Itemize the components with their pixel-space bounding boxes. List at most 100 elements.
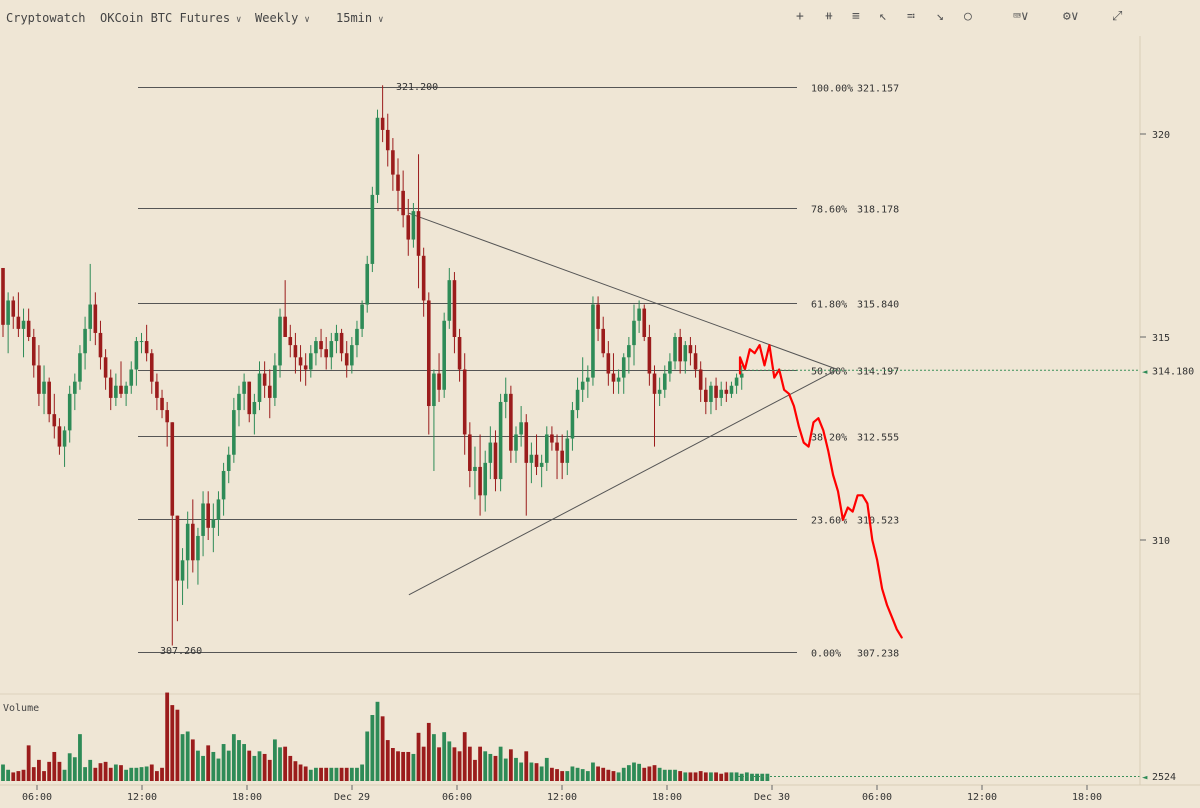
fib-level-pct: 50.00% [811,367,847,378]
volume-bar [503,758,508,781]
arrow-tool-icon[interactable]: ↘ [936,9,944,24]
volume-bar [108,767,113,781]
volume-bar [575,767,580,781]
volume-bar [37,759,41,781]
volume-bar [626,765,631,781]
volume-bar [483,751,488,781]
candle-body [483,462,488,496]
volume-bar [231,734,236,781]
candle-body [657,389,662,394]
candle-body [226,454,231,471]
volume-bar [288,755,293,781]
line-tool-icon[interactable]: ⧺ [825,9,833,24]
candle-body [242,381,246,394]
top-toolbar: Cryptowatch OKCoin BTC Futures ∨ Weekly ∨ … [0,0,1200,36]
volume-bar [719,773,724,781]
volume-bar [319,767,323,781]
volume-bar [98,763,103,781]
circle-tool-icon[interactable]: ○ [964,9,972,24]
candle-body [375,117,380,195]
candle-body [739,373,744,378]
volume-bar [729,772,734,781]
candle-body [452,280,457,337]
volume-bar [134,767,139,781]
fib-level-price: 315.840 [857,300,899,311]
high-label: 321.200 [396,82,438,93]
candle-body [139,341,144,343]
crosshair-tool-icon[interactable]: + [796,9,804,24]
fib-level-price: 307.238 [857,649,899,660]
volume-bar [16,771,21,781]
volume-bar [52,751,57,781]
volume-bar [432,734,436,781]
candle-body [555,442,559,451]
volume-bar [765,773,770,781]
candle-body [580,381,585,390]
volume-bar [596,766,600,781]
volume-bar [196,750,200,781]
fib-level-price: 318.178 [857,205,899,216]
volume-bar [493,755,498,781]
volume-bar [544,757,549,781]
candle-body [724,389,729,394]
volume-bar [647,766,652,781]
volume-bar [47,761,52,781]
volume-bar [437,747,441,781]
pointer-tool-icon[interactable]: ↖ [879,9,887,24]
volume-bar [703,772,708,781]
horizontal-lines-tool-icon[interactable]: ≡ [852,9,860,24]
candle-body [437,373,441,390]
volume-bar [750,773,754,781]
volume-bar [401,751,406,781]
volume-bar [560,771,565,781]
volume-bar [206,745,211,781]
candle-body [380,117,385,130]
volume-bar [344,767,349,781]
candle-body [688,345,693,354]
candle-body [462,369,467,435]
fibonacci-tool-icon[interactable]: ≕ [907,9,915,24]
candle-body [42,381,46,394]
volume-bar [442,732,447,781]
interval-selector[interactable]: 15min ∨ [336,11,384,25]
candle-body [278,316,282,366]
keyboard-icon[interactable]: ⌨∨ [1013,9,1029,24]
candlesticks [1,85,744,646]
gear-icon[interactable]: ⚙∨ [1063,9,1079,24]
market-selector[interactable]: OKCoin BTC Futures ∨ [100,11,241,25]
candle-body [391,150,395,175]
volume-bar [160,767,164,781]
volume-bar [139,767,144,781]
candle-body [529,454,534,463]
candle-body [11,300,16,317]
candle-body [647,337,652,374]
time-tick-label: 18:00 [232,792,262,803]
candle-body [668,361,672,374]
expand-icon[interactable]: ⤢ [1112,9,1123,24]
volume-bar [714,772,718,781]
candle-body [103,357,108,378]
volume-bar [514,757,518,781]
candle-body [734,377,739,386]
volume-bar [349,767,354,781]
candle-body [180,560,185,581]
fib-level-pct: 100.00% [811,84,853,95]
volume-bar [488,753,493,781]
candle-body [324,349,328,358]
volume-bar [678,771,683,781]
fib-level-pct: 78.60% [811,205,847,216]
candle-body [514,434,518,451]
volume-bar [42,771,46,781]
volume-bar [226,750,231,781]
volume-bar [365,731,370,781]
candle-body [334,332,339,342]
candle-body [627,345,631,358]
candle-body [93,304,98,333]
chevron-down-icon: ∨ [378,15,384,25]
fib-level-pct: 61.80% [811,300,847,311]
brand-label[interactable]: Cryptowatch [6,11,86,25]
candle-body [621,357,626,378]
contract-selector[interactable]: Weekly ∨ [255,11,310,25]
candle-body [298,357,303,366]
